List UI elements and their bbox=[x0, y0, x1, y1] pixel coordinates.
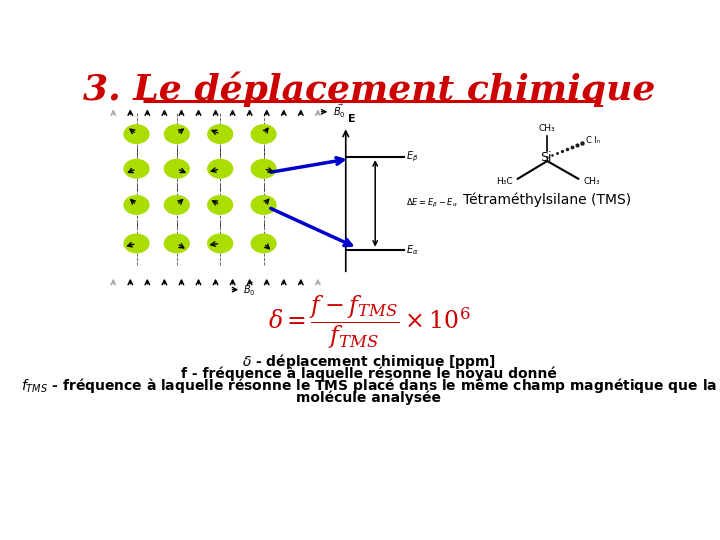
Text: H₃C: H₃C bbox=[496, 177, 513, 186]
Text: $\Delta E=E_\beta - E_\alpha$: $\Delta E=E_\beta - E_\alpha$ bbox=[406, 197, 458, 210]
Text: Tétraméthylsilane (TMS): Tétraméthylsilane (TMS) bbox=[463, 192, 631, 207]
Ellipse shape bbox=[164, 195, 189, 214]
Ellipse shape bbox=[124, 159, 149, 178]
Ellipse shape bbox=[251, 195, 276, 214]
Text: CH₃: CH₃ bbox=[584, 177, 600, 186]
Text: $\delta = \dfrac{f - f_{TMS}}{f_{TMS}} \times 10^6$: $\delta = \dfrac{f - f_{TMS}}{f_{TMS}} \… bbox=[268, 294, 470, 352]
Text: $\vec{B_0}$: $\vec{B_0}$ bbox=[243, 281, 256, 298]
Ellipse shape bbox=[124, 125, 149, 143]
Ellipse shape bbox=[164, 125, 189, 143]
Ellipse shape bbox=[251, 159, 276, 178]
Text: molécule analysée: molécule analysée bbox=[297, 391, 441, 406]
Text: f - fréquence à laquelle résonne le noyau donné: f - fréquence à laquelle résonne le noya… bbox=[181, 366, 557, 381]
Text: $f_{TMS}$ - fréquence à laquelle résonne le TMS placé dans le même champ magnéti: $f_{TMS}$ - fréquence à laquelle résonne… bbox=[21, 376, 717, 395]
Text: 3. Le déplacement chimique: 3. Le déplacement chimique bbox=[83, 72, 655, 107]
Text: E: E bbox=[348, 114, 356, 124]
Text: $E_\alpha$: $E_\alpha$ bbox=[406, 242, 419, 256]
Text: $\vec{B_0}$: $\vec{B_0}$ bbox=[333, 103, 345, 120]
Ellipse shape bbox=[208, 195, 233, 214]
Ellipse shape bbox=[208, 234, 233, 253]
Ellipse shape bbox=[124, 234, 149, 253]
Text: CH₃: CH₃ bbox=[539, 124, 556, 132]
Text: $E_\beta$: $E_\beta$ bbox=[406, 150, 418, 164]
Text: $\delta$ - déplacement chimique [ppm]: $\delta$ - déplacement chimique [ppm] bbox=[242, 352, 496, 371]
Ellipse shape bbox=[208, 125, 233, 143]
Ellipse shape bbox=[251, 234, 276, 253]
Ellipse shape bbox=[164, 159, 189, 178]
Ellipse shape bbox=[124, 195, 149, 214]
Ellipse shape bbox=[208, 159, 233, 178]
Ellipse shape bbox=[251, 125, 276, 143]
Ellipse shape bbox=[164, 234, 189, 253]
Text: C lₙ: C lₙ bbox=[586, 136, 600, 145]
Text: Si: Si bbox=[540, 151, 552, 164]
